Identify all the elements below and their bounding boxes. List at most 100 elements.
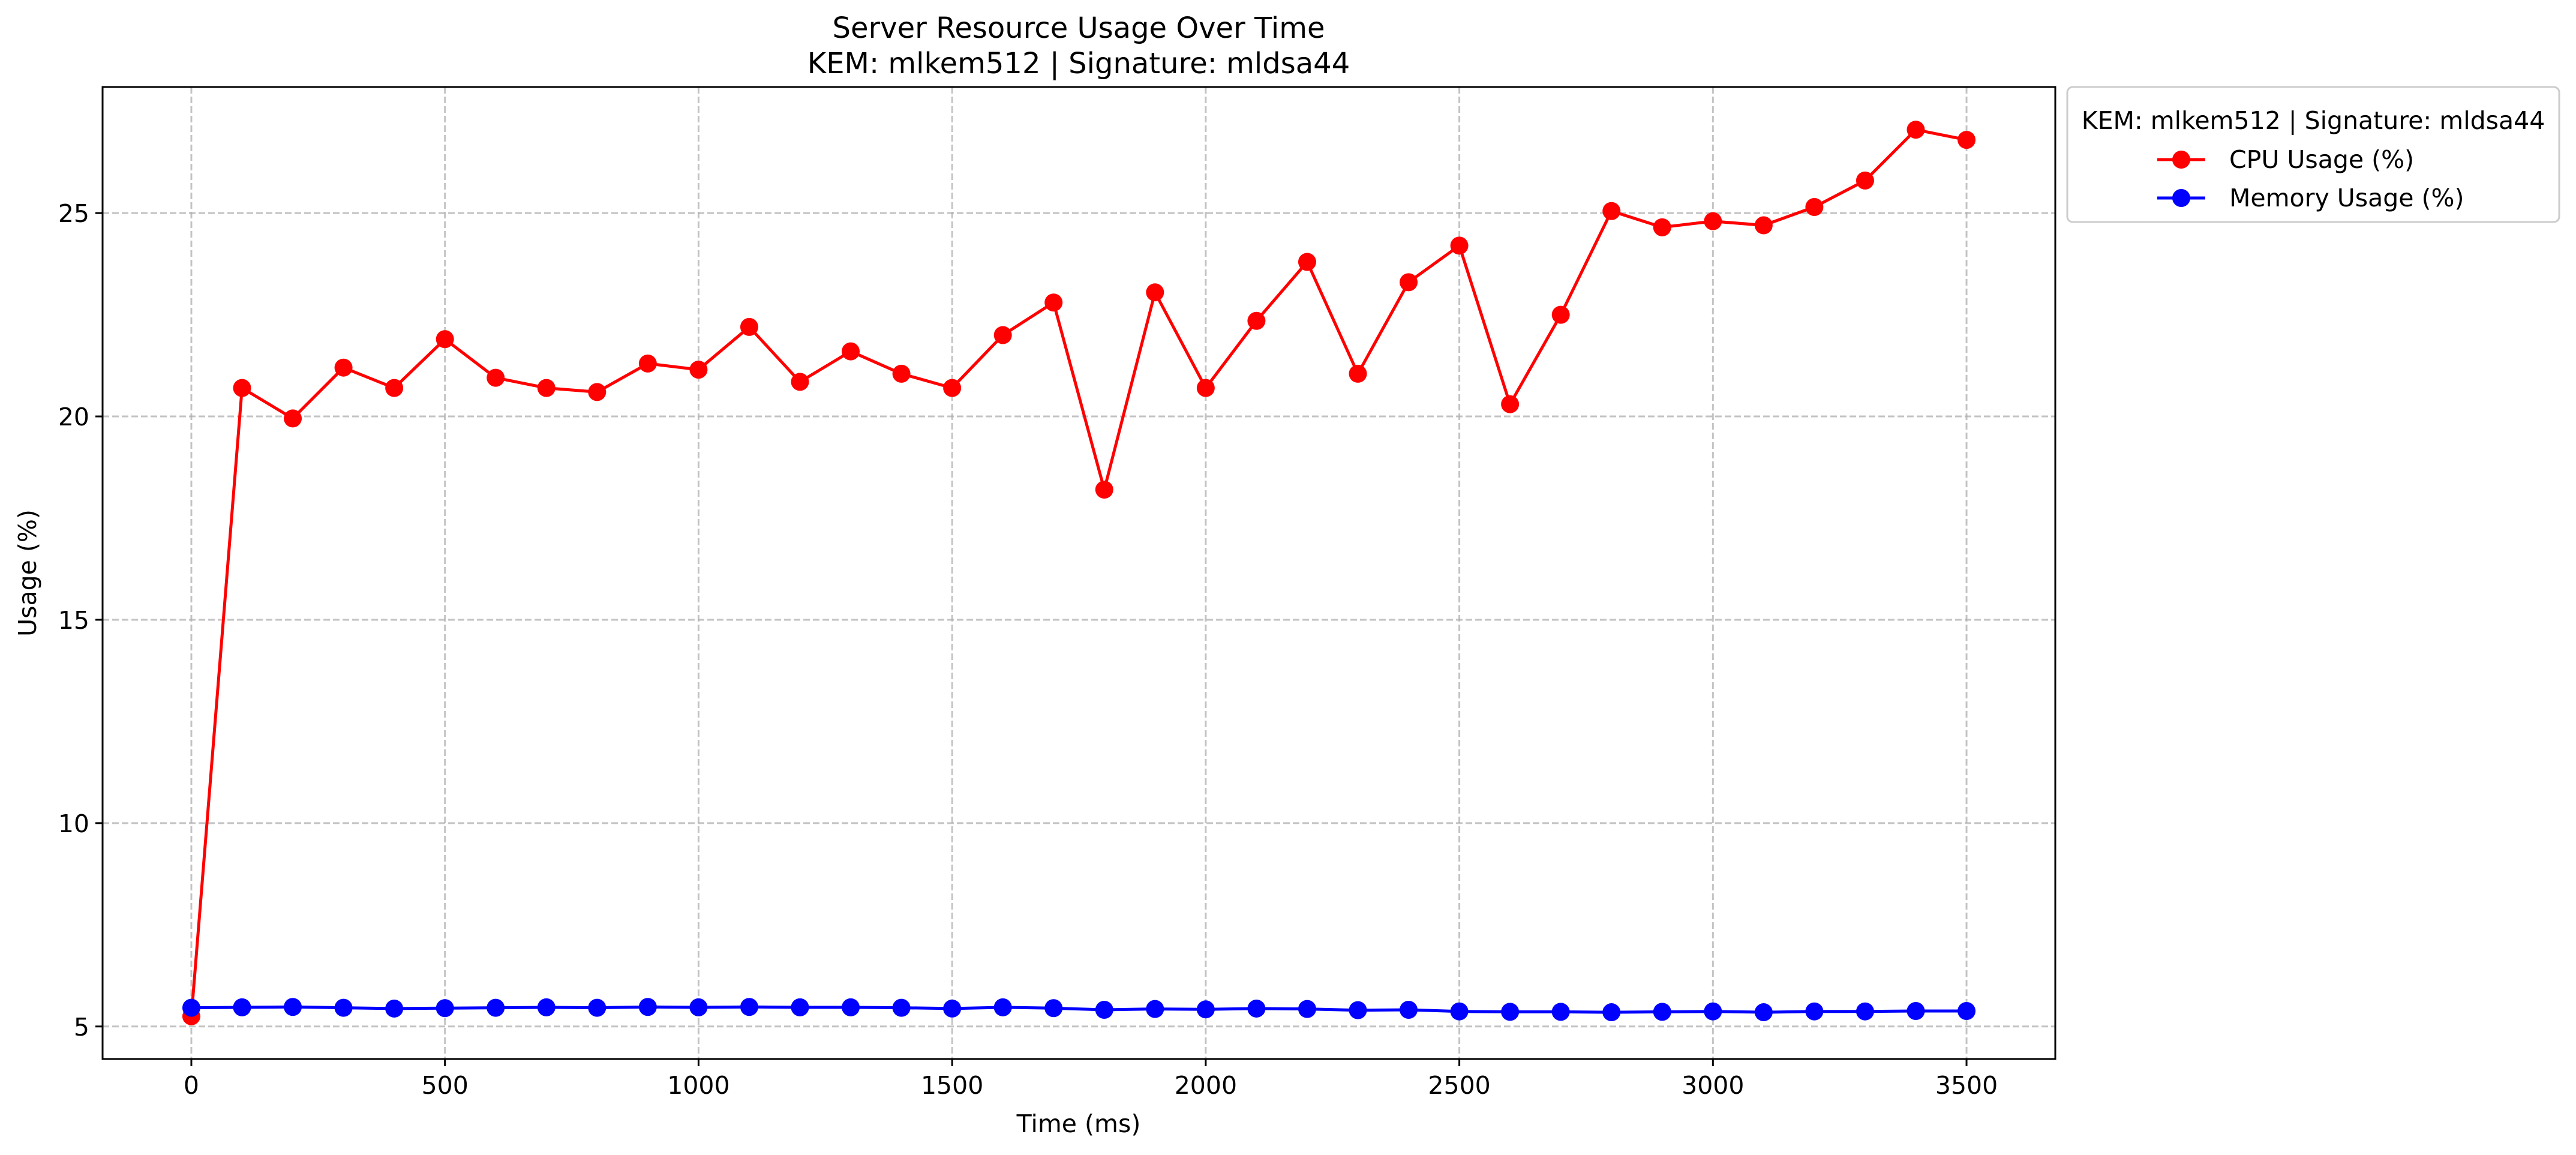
data-point-cpu-usage bbox=[943, 379, 962, 397]
data-point-cpu-usage bbox=[842, 342, 860, 361]
data-point-memory-usage bbox=[791, 998, 809, 1016]
legend-frame bbox=[2066, 86, 2560, 223]
x-tick-label: 3000 bbox=[1682, 1071, 1744, 1100]
x-tick-label: 500 bbox=[422, 1071, 469, 1100]
data-point-cpu-usage bbox=[1146, 283, 1164, 302]
data-point-memory-usage bbox=[1602, 1003, 1621, 1022]
grid bbox=[103, 87, 2055, 1059]
data-point-memory-usage bbox=[842, 998, 860, 1016]
data-point-memory-usage bbox=[385, 999, 404, 1018]
data-point-memory-usage bbox=[1146, 1000, 1164, 1018]
y-tick-label: 25 bbox=[58, 199, 89, 228]
legend: KEM: mlkem512 | Signature: mldsa44 CPU U… bbox=[2066, 86, 2560, 223]
data-point-memory-usage bbox=[1044, 999, 1063, 1018]
data-point-cpu-usage bbox=[1957, 131, 1976, 149]
x-tick-label: 1000 bbox=[667, 1071, 729, 1100]
data-point-cpu-usage bbox=[233, 379, 251, 397]
data-point-cpu-usage bbox=[638, 354, 657, 373]
x-axis: 0 500 1000 1500 2000 2500 3000 3500 bbox=[184, 1059, 1998, 1100]
data-point-cpu-usage bbox=[436, 330, 454, 349]
data-point-memory-usage bbox=[1856, 1002, 1874, 1021]
series-memory-usage bbox=[182, 998, 1976, 1022]
data-point-cpu-usage bbox=[1095, 481, 1113, 499]
x-tick-label: 0 bbox=[184, 1071, 199, 1100]
data-point-cpu-usage bbox=[740, 317, 758, 336]
data-point-memory-usage bbox=[892, 998, 911, 1017]
chart-title: Server Resource Usage Over Time bbox=[832, 11, 1325, 45]
data-point-memory-usage bbox=[182, 998, 200, 1017]
data-point-memory-usage bbox=[993, 998, 1012, 1016]
data-point-cpu-usage bbox=[993, 326, 1012, 344]
data-point-memory-usage bbox=[436, 999, 454, 1018]
data-point-memory-usage bbox=[1501, 1003, 1520, 1021]
data-point-memory-usage bbox=[1805, 1002, 1824, 1021]
y-tick-label: 10 bbox=[58, 809, 89, 838]
data-point-memory-usage bbox=[284, 998, 302, 1016]
data-point-cpu-usage bbox=[588, 383, 607, 401]
data-point-cpu-usage bbox=[334, 358, 353, 377]
data-point-cpu-usage bbox=[284, 409, 302, 428]
data-point-memory-usage bbox=[1907, 1002, 1925, 1021]
data-point-memory-usage bbox=[1400, 1000, 1418, 1019]
data-point-memory-usage bbox=[1754, 1003, 1773, 1022]
data-point-cpu-usage bbox=[487, 368, 505, 387]
legend-label-memory: Memory Usage (%) bbox=[2229, 184, 2464, 212]
data-point-memory-usage bbox=[1095, 1000, 1113, 1019]
legend-marker-memory bbox=[2172, 189, 2190, 207]
data-point-cpu-usage bbox=[537, 379, 556, 397]
data-point-memory-usage bbox=[588, 998, 607, 1017]
legend-title: KEM: mlkem512 | Signature: mldsa44 bbox=[2082, 106, 2545, 135]
data-point-cpu-usage bbox=[1856, 171, 1874, 190]
data-point-memory-usage bbox=[1653, 1003, 1671, 1021]
data-point-memory-usage bbox=[1957, 1002, 1976, 1021]
x-axis-label: Time (ms) bbox=[1016, 1109, 1141, 1138]
data-point-memory-usage bbox=[334, 998, 353, 1017]
data-point-cpu-usage bbox=[892, 364, 911, 383]
data-point-cpu-usage bbox=[1247, 311, 1266, 330]
data-point-memory-usage bbox=[1551, 1003, 1570, 1021]
data-point-cpu-usage bbox=[1298, 253, 1316, 271]
y-axis: 5 10 15 20 25 bbox=[58, 199, 103, 1042]
x-tick-label: 2000 bbox=[1175, 1071, 1237, 1100]
data-point-cpu-usage bbox=[1754, 216, 1773, 235]
data-point-memory-usage bbox=[689, 998, 708, 1016]
data-point-cpu-usage bbox=[1907, 121, 1925, 139]
y-tick-label: 15 bbox=[58, 606, 89, 635]
x-tick-label: 2500 bbox=[1428, 1071, 1490, 1100]
data-point-cpu-usage bbox=[1349, 364, 1367, 383]
data-point-cpu-usage bbox=[1653, 218, 1671, 236]
data-point-cpu-usage bbox=[1551, 305, 1570, 324]
data-point-memory-usage bbox=[1349, 1001, 1367, 1019]
y-tick-label: 20 bbox=[58, 403, 89, 431]
x-tick-label: 3500 bbox=[1935, 1071, 1998, 1100]
x-tick-label: 1500 bbox=[921, 1071, 983, 1100]
data-point-cpu-usage bbox=[1805, 197, 1824, 216]
data-point-memory-usage bbox=[1450, 1002, 1469, 1021]
data-point-cpu-usage bbox=[1196, 379, 1215, 397]
data-point-memory-usage bbox=[740, 998, 758, 1016]
data-point-cpu-usage bbox=[1602, 202, 1621, 220]
data-point-cpu-usage bbox=[1704, 212, 1722, 230]
legend-marker-cpu bbox=[2172, 151, 2190, 169]
data-point-cpu-usage bbox=[791, 373, 809, 391]
data-point-memory-usage bbox=[1247, 999, 1266, 1018]
data-point-cpu-usage bbox=[1501, 395, 1520, 413]
plot-frame bbox=[101, 86, 2056, 1060]
data-point-cpu-usage bbox=[1044, 293, 1063, 312]
data-point-memory-usage bbox=[1196, 1000, 1215, 1019]
series-layer bbox=[182, 121, 1976, 1025]
data-point-cpu-usage bbox=[1450, 236, 1469, 255]
data-point-memory-usage bbox=[233, 998, 251, 1016]
data-point-memory-usage bbox=[638, 998, 657, 1016]
data-point-cpu-usage bbox=[689, 361, 708, 379]
data-point-memory-usage bbox=[537, 998, 556, 1016]
y-tick-label: 5 bbox=[74, 1013, 89, 1042]
chart-subtitle: KEM: mlkem512 | Signature: mldsa44 bbox=[807, 47, 1350, 80]
data-point-memory-usage bbox=[487, 998, 505, 1017]
data-point-memory-usage bbox=[943, 999, 962, 1018]
legend-label-cpu: CPU Usage (%) bbox=[2229, 145, 2414, 174]
data-point-cpu-usage bbox=[385, 379, 404, 397]
y-axis-label: Usage (%) bbox=[13, 509, 42, 637]
data-point-memory-usage bbox=[1298, 1000, 1316, 1018]
